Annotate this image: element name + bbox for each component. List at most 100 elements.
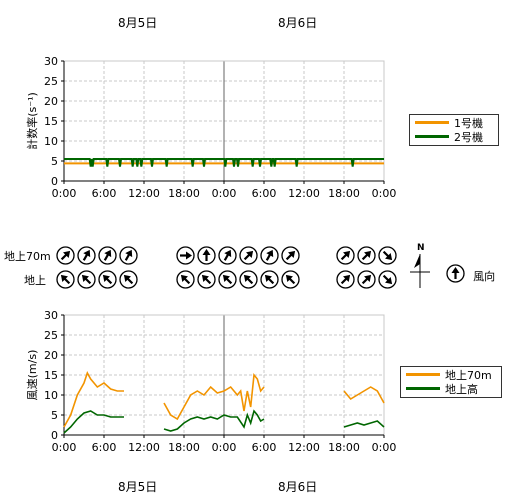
x-tick-label: 12:00 [128,441,160,454]
wind-arrow-icon [119,246,138,265]
x-tick-label: 12:00 [288,441,320,454]
x-tick-label: 6:00 [252,187,277,200]
series-line-0-seg-2 [343,386,385,404]
x-tick-label: 12:00 [128,187,160,200]
x-tick-label: 6:00 [92,187,117,200]
wind-legend-arrow-svg [446,264,465,283]
y-tick-label: 20 [44,95,58,108]
legend-label-70m: 地上70m [445,369,492,382]
series-line-1 [64,158,384,167]
y-tick-label: 25 [44,75,58,88]
wind-arrow-icon [281,270,300,289]
y-tick-label: 0 [51,175,58,188]
north-indicator: N [410,243,430,288]
x-tick-label: 0:00 [52,187,77,200]
wind-arrow-icon [176,246,195,265]
wind-arrow-icon [378,246,397,265]
x-tick-label: 0:00 [372,187,397,200]
series-line-0-seg-1 [163,373,265,421]
wind-arrow-icon [197,270,216,289]
x-tick-label: 6:00 [92,441,117,454]
legend-item-unit2: 2号機 [410,129,498,144]
x-tick-label: 18:00 [168,187,200,200]
date-label-bottom-day1: 8月5日 [118,480,158,494]
y-tick-label: 20 [44,349,58,362]
legend-wind-speed: 地上70m 地上高 [400,366,502,398]
wind-row-label-ground: 地上 [24,274,46,287]
wind-arrow-icon [357,270,376,289]
wind-group-1-row-70m [175,246,301,266]
y-axis-label: 計数率(s⁻¹) [25,92,39,150]
legend-label-unit1: 1号機 [454,117,483,130]
y-tick-label: 15 [44,369,58,382]
wind-arrow-icon [119,270,138,289]
x-tick-label: 0:00 [372,441,397,454]
series-line-1-seg-2 [343,420,385,428]
wind-arrow-icon [98,270,117,289]
y-tick-label: 10 [44,135,58,148]
x-tick-label: 18:00 [168,441,200,454]
y-tick-label: 5 [51,409,58,422]
y-tick-label: 10 [44,389,58,402]
wind-legend-arrow-icon [445,264,466,287]
x-tick-label: 0:00 [212,441,237,454]
wind-arrow-icon [218,246,237,265]
legend-label-ground: 地上高 [445,383,478,396]
legend-swatch-70m [406,373,440,376]
wind-arrow-icon [239,246,258,265]
wind-group-0-row-70m [55,246,139,266]
y-tick-label: 5 [51,155,58,168]
legend-item-70m: 地上70m [401,367,501,382]
wind-row-label-70m: 地上70m [4,250,51,263]
wind-arrow-icon [336,270,355,289]
wind-arrow-icon [260,246,279,265]
legend-item-unit1: 1号機 [410,115,498,130]
chart-0: 0 5 10 15 20 25 30 0:00 6:00 12:00 18:00 0:00 6:00 12… [25,55,396,200]
wind-arrow-icon [260,270,279,289]
date-label-top-day1: 8月5日 [118,16,158,30]
wind-arrow-icon [239,270,258,289]
x-tick-label: 18:00 [328,187,360,200]
legend-swatch-unit2 [415,135,449,138]
wind-arrow-icon [176,270,195,289]
wind-group-2-row-ground [335,270,398,290]
x-tick-label: 18:00 [328,441,360,454]
wind-arrow-icon [336,246,355,265]
wind-arrow-icon [197,246,216,265]
series-line-1-seg-0 [63,410,124,434]
wind-group-2-row-70m [335,246,398,266]
series-line-1-seg-1 [163,409,265,432]
y-tick-label: 30 [44,309,58,322]
wind-arrow-icon [56,270,75,289]
date-label-bottom-day2: 8月6日 [278,480,318,494]
wind-arrow-icon [357,246,376,265]
legend-swatch-ground [406,387,440,390]
legend-label-unit2: 2号機 [454,131,483,144]
x-tick-label: 6:00 [252,441,277,454]
wind-arrow-icon [56,246,75,265]
wind-arrow-icon [281,246,300,265]
wind-group-0-row-ground [55,270,139,290]
north-label: N [417,243,425,253]
wind-arrow-icon [77,246,96,265]
chart-1: 0 5 10 15 20 25 30 0:00 6:00 12:00 18:00 0:00 6:00 12… [26,309,396,454]
wind-group-1-row-ground [175,270,301,290]
y-tick-label: 0 [51,429,58,442]
series-line-0-seg-0 [63,371,124,428]
wind-arrow-icon [98,246,117,265]
wind-arrow-icon [218,270,237,289]
y-tick-label: 15 [44,115,58,128]
wind-legend-label: 風向 [473,269,496,283]
x-tick-label: 0:00 [212,187,237,200]
y-tick-label: 25 [44,329,58,342]
legend-item-ground: 地上高 [401,381,501,396]
legend-count-rate: 1号機 2号機 [409,114,499,146]
wind-legend: 風向 [445,264,495,284]
y-tick-label: 30 [44,55,58,68]
wind-arrow-icon [378,270,397,289]
x-tick-label: 12:00 [288,187,320,200]
y-axis-label: 風速(m/s) [26,350,39,401]
wind-arrow-icon [77,270,96,289]
legend-swatch-unit1 [415,121,449,124]
